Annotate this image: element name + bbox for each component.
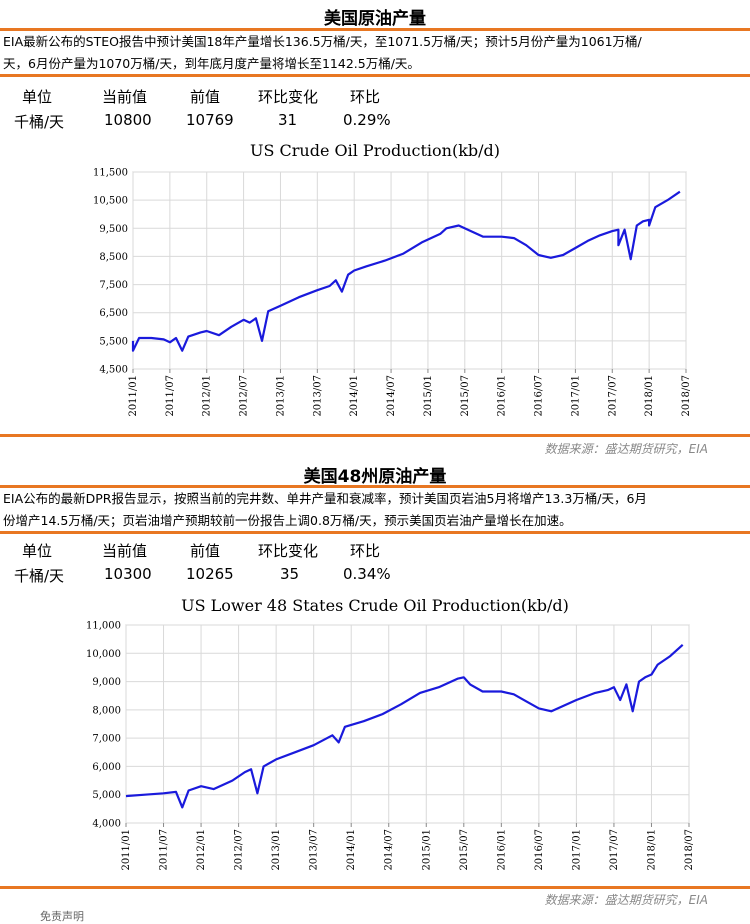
section2-title: 美国48州原油产量: [303, 467, 447, 487]
series-line: [131, 190, 681, 352]
x-tick-label: 2016/07: [534, 375, 545, 417]
stats-value-unit: 千桶/天: [14, 113, 65, 131]
x-tick-label: 2018/01: [646, 829, 657, 871]
series-line: [125, 643, 684, 809]
stats-header-unit: 单位: [22, 88, 53, 106]
y-tick-label: 4,500: [99, 365, 128, 376]
stats-header-pct: 环比: [350, 542, 381, 560]
stats-header-current: 当前值: [102, 542, 148, 560]
plot-frame: [125, 624, 690, 824]
y-tick-label: 9,500: [99, 224, 128, 235]
x-tick-label: 2012/07: [234, 829, 245, 871]
section1-intro-divider: [0, 74, 750, 77]
stats-value-pct: 0.34%: [343, 565, 391, 583]
section1-title: 美国原油产量: [324, 9, 426, 29]
y-tick-label: 7,000: [92, 734, 121, 745]
chart1-title: US Crude Oil Production(kb/d): [249, 141, 501, 160]
stats-value-change: 31: [278, 111, 298, 129]
stats-value-previous: 10769: [186, 111, 234, 129]
x-tick-label: 2018/07: [684, 829, 695, 871]
x-tick-label: 2014/01: [349, 375, 360, 417]
x-tick-label: 2017/07: [607, 375, 618, 417]
stats-value-change: 35: [280, 565, 300, 583]
section1-stats-values: 千桶/天 10800 10769 31 0.29%: [0, 111, 750, 133]
section1-intro-line1: EIA最新公布的STEO报告中预计美国18年产量增长136.5万桶/天，至107…: [3, 34, 642, 49]
x-tick-label: 2017/07: [609, 829, 620, 871]
section2-stats-header: 单位 当前值 前值 环比变化 环比: [0, 540, 750, 562]
x-tick-label: 2012/07: [239, 375, 250, 417]
y-tick-label: 10,000: [86, 649, 121, 660]
section2-intro-line2: 份增产14.5万桶/天；页岩油增产预期较前一份报告上调0.8万桶/天，预示美国页…: [3, 513, 572, 528]
chart1: 4,500 5,500 6,500 7,500 8,500 9,500 10,500 11,5…: [93, 168, 692, 417]
y-tick-label: 10,500: [93, 196, 128, 207]
x-tick-label: 2015/01: [421, 829, 432, 871]
stats-header-previous: 前值: [190, 88, 221, 106]
x-tick-label: 2016/01: [496, 829, 507, 871]
x-tick-label: 2015/01: [423, 375, 434, 417]
stats-header-change: 环比变化: [258, 88, 319, 106]
y-tick-label: 11,000: [86, 621, 121, 632]
x-tick-label: 2012/01: [196, 829, 207, 871]
stats-value-previous: 10265: [186, 565, 234, 583]
x-tick-label: 2017/01: [571, 829, 582, 871]
x-tick-label: 2013/01: [271, 829, 282, 871]
y-tick-label: 5,000: [92, 790, 121, 801]
x-tick-label: 2018/07: [681, 375, 692, 417]
stats-value-pct: 0.29%: [343, 111, 391, 129]
x-tick-label: 2013/07: [309, 829, 320, 871]
section2-intro: EIA公布的最新DPR报告显示，按照当前的完井数、单井产量和衰减率，预计美国页岩…: [3, 488, 747, 532]
x-tick-label: 2011/01: [128, 375, 139, 417]
x-tick-label: 2011/07: [159, 829, 170, 871]
plot-frame: [132, 171, 687, 370]
stats-header-change: 环比变化: [258, 542, 319, 560]
section2-intro-line1: EIA公布的最新DPR报告显示，按照当前的完井数、单井产量和衰减率，预计美国页岩…: [3, 491, 647, 506]
x-tick-label: 2018/01: [644, 375, 655, 417]
x-tick-label: 2015/07: [460, 375, 471, 417]
x-tick-label: 2012/01: [202, 375, 213, 417]
section1-top-divider: [0, 28, 750, 31]
section1-intro-line2: 天，6月份产量为1070万桶/天，到年底月度产量将增长至1142.5万桶/天。: [3, 56, 420, 71]
section2-source: 数据来源：盛达期货研究，EIA: [544, 893, 708, 907]
x-tick-label: 2014/01: [346, 829, 357, 871]
x-tick-label: 2013/01: [275, 375, 286, 417]
y-tick-label: 11,500: [93, 168, 128, 179]
y-tick-label: 6,000: [92, 762, 121, 773]
section2-intro-divider: [0, 531, 750, 534]
stats-header-previous: 前值: [190, 542, 221, 560]
x-tick-label: 2014/07: [386, 375, 397, 417]
stats-value-current: 10800: [104, 111, 152, 129]
y-tick-label: 8,000: [92, 705, 121, 716]
y-tick-label: 8,500: [99, 252, 128, 263]
y-tick-label: 4,000: [92, 819, 121, 830]
section1-bottom-divider: [0, 434, 750, 437]
stats-value-current: 10300: [104, 565, 152, 583]
stats-value-unit: 千桶/天: [14, 567, 65, 585]
section1-stats-header: 单位 当前值 前值 环比变化 环比: [0, 86, 750, 108]
stats-header-unit: 单位: [22, 542, 53, 560]
chart2-title: US Lower 48 States Crude Oil Production(…: [181, 596, 569, 615]
section1-source: 数据来源：盛达期货研究，EIA: [544, 442, 708, 456]
x-tick-label: 2016/07: [534, 829, 545, 871]
chart2: 4,000 5,000 6,000 7,000 8,000 9,000 10,000 11,0…: [86, 621, 695, 871]
x-tick-label: 2011/01: [121, 829, 132, 871]
x-tick-label: 2016/01: [497, 375, 508, 417]
stats-header-current: 当前值: [102, 88, 148, 106]
y-tick-label: 7,500: [99, 280, 128, 291]
section2-bottom-divider: [0, 886, 750, 889]
y-tick-label: 6,500: [99, 308, 128, 319]
x-tick-label: 2013/07: [312, 375, 323, 417]
section1-intro: EIA最新公布的STEO报告中预计美国18年产量增长136.5万桶/天，至107…: [3, 31, 747, 75]
section2-top-divider: [0, 485, 750, 488]
x-tick-label: 2014/07: [384, 829, 395, 871]
y-tick-label: 9,000: [92, 677, 121, 688]
section2-stats-values: 千桶/天 10300 10265 35 0.34%: [0, 565, 750, 587]
x-tick-label: 2011/07: [165, 375, 176, 417]
y-tick-label: 5,500: [99, 336, 128, 347]
footer-note: 免责声明: [40, 910, 84, 923]
x-tick-label: 2017/01: [570, 375, 581, 417]
stats-header-pct: 环比: [350, 88, 381, 106]
x-tick-label: 2015/07: [459, 829, 470, 871]
